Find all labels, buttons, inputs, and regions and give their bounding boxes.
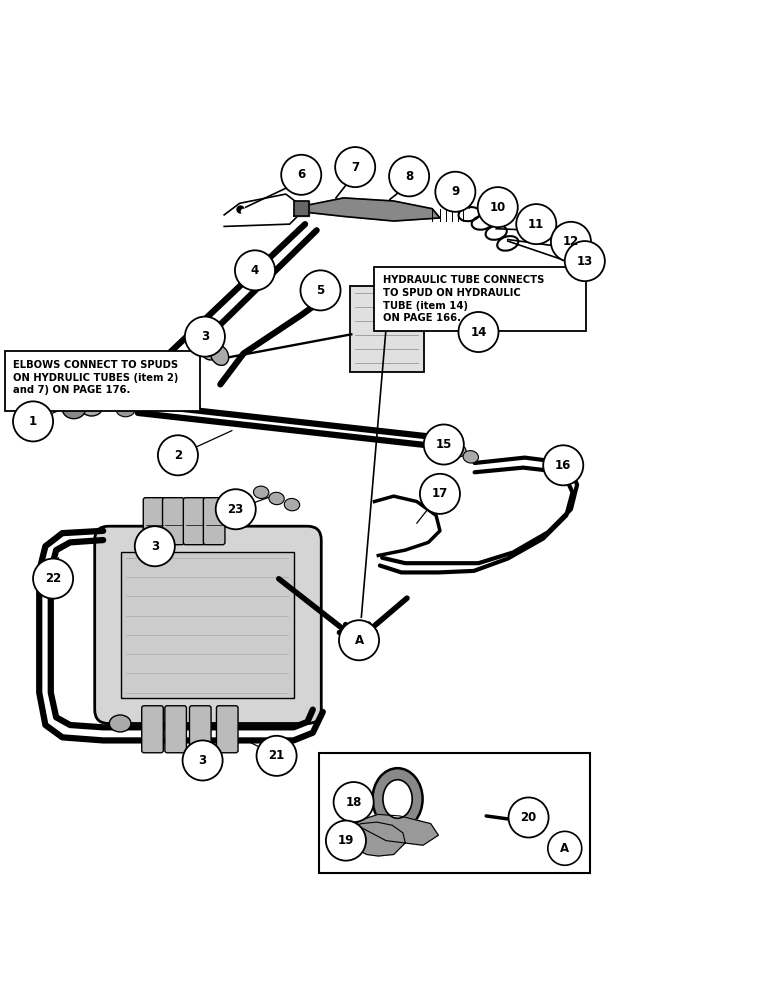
Text: 7: 7	[351, 161, 359, 174]
Circle shape	[235, 250, 275, 290]
Circle shape	[543, 445, 584, 485]
Text: A: A	[354, 634, 364, 647]
Polygon shape	[349, 814, 438, 856]
Text: 3: 3	[201, 330, 209, 343]
FancyBboxPatch shape	[165, 706, 186, 753]
Circle shape	[389, 156, 429, 196]
Ellipse shape	[110, 715, 131, 732]
Ellipse shape	[383, 780, 412, 818]
Circle shape	[158, 435, 198, 475]
Ellipse shape	[451, 444, 466, 457]
Ellipse shape	[116, 401, 135, 417]
Circle shape	[459, 312, 499, 352]
Polygon shape	[293, 201, 309, 216]
Ellipse shape	[426, 431, 442, 443]
Text: 15: 15	[435, 438, 452, 451]
Text: 8: 8	[405, 170, 413, 183]
Polygon shape	[309, 198, 440, 221]
Ellipse shape	[373, 768, 422, 830]
FancyBboxPatch shape	[319, 753, 591, 873]
Text: 18: 18	[345, 796, 362, 809]
Polygon shape	[315, 288, 332, 293]
Text: 20: 20	[520, 811, 537, 824]
Text: 22: 22	[45, 572, 61, 585]
Text: 9: 9	[451, 185, 459, 198]
Circle shape	[215, 489, 256, 529]
Circle shape	[182, 740, 222, 781]
Circle shape	[424, 424, 464, 465]
Text: HYDRAULIC TUBE CONNECTS
TO SPUD ON HYDRAULIC
TUBE (item 14)
ON PAGE 166.: HYDRAULIC TUBE CONNECTS TO SPUD ON HYDRA…	[383, 275, 544, 323]
FancyBboxPatch shape	[95, 526, 321, 723]
Circle shape	[256, 736, 296, 776]
Text: 13: 13	[577, 255, 593, 268]
Circle shape	[565, 241, 604, 281]
Text: 2: 2	[174, 449, 182, 462]
Text: 4: 4	[251, 264, 259, 277]
Ellipse shape	[81, 399, 103, 416]
FancyBboxPatch shape	[216, 706, 238, 753]
FancyBboxPatch shape	[163, 498, 184, 545]
Text: 16: 16	[555, 459, 571, 472]
Text: 3: 3	[151, 540, 159, 553]
Circle shape	[339, 620, 379, 660]
Ellipse shape	[63, 399, 86, 419]
Ellipse shape	[200, 339, 218, 360]
Text: 12: 12	[563, 235, 579, 248]
Circle shape	[335, 147, 375, 187]
Ellipse shape	[463, 451, 479, 463]
Text: 11: 11	[528, 218, 544, 231]
Circle shape	[420, 474, 460, 514]
Circle shape	[548, 831, 582, 865]
Text: 23: 23	[228, 503, 244, 516]
Ellipse shape	[142, 528, 164, 546]
Ellipse shape	[253, 486, 269, 498]
Text: 21: 21	[269, 749, 285, 762]
Ellipse shape	[81, 387, 103, 404]
Circle shape	[135, 526, 174, 566]
Text: 19: 19	[337, 834, 354, 847]
Circle shape	[185, 317, 225, 357]
FancyBboxPatch shape	[374, 267, 586, 331]
Circle shape	[300, 270, 340, 310]
Text: 3: 3	[198, 754, 207, 767]
Text: A: A	[560, 842, 569, 855]
Text: 17: 17	[432, 487, 448, 500]
Ellipse shape	[269, 492, 284, 505]
Text: ELBOWS CONNECT TO SPUDS
ON HYDRULIC TUBES (item 2)
and 7) ON PAGE 176.: ELBOWS CONNECT TO SPUDS ON HYDRULIC TUBE…	[13, 360, 178, 395]
Ellipse shape	[438, 438, 454, 450]
Ellipse shape	[284, 498, 300, 511]
Ellipse shape	[211, 345, 229, 365]
Circle shape	[509, 797, 549, 838]
Circle shape	[281, 155, 321, 195]
FancyBboxPatch shape	[350, 286, 424, 372]
Circle shape	[326, 821, 366, 861]
Text: 10: 10	[489, 201, 506, 214]
Circle shape	[551, 222, 591, 262]
Circle shape	[435, 172, 476, 212]
Text: 6: 6	[297, 168, 306, 181]
FancyBboxPatch shape	[142, 706, 164, 753]
FancyBboxPatch shape	[5, 351, 200, 411]
Circle shape	[478, 187, 518, 227]
Text: 5: 5	[317, 284, 324, 297]
Circle shape	[516, 204, 557, 244]
FancyBboxPatch shape	[203, 498, 225, 545]
Circle shape	[33, 559, 73, 599]
FancyBboxPatch shape	[121, 552, 293, 698]
FancyBboxPatch shape	[144, 498, 165, 545]
Text: 1: 1	[29, 415, 37, 428]
Circle shape	[334, 782, 374, 822]
Circle shape	[13, 401, 53, 441]
FancyBboxPatch shape	[183, 498, 205, 545]
Ellipse shape	[105, 394, 124, 409]
Text: 14: 14	[470, 326, 486, 339]
FancyBboxPatch shape	[189, 706, 211, 753]
